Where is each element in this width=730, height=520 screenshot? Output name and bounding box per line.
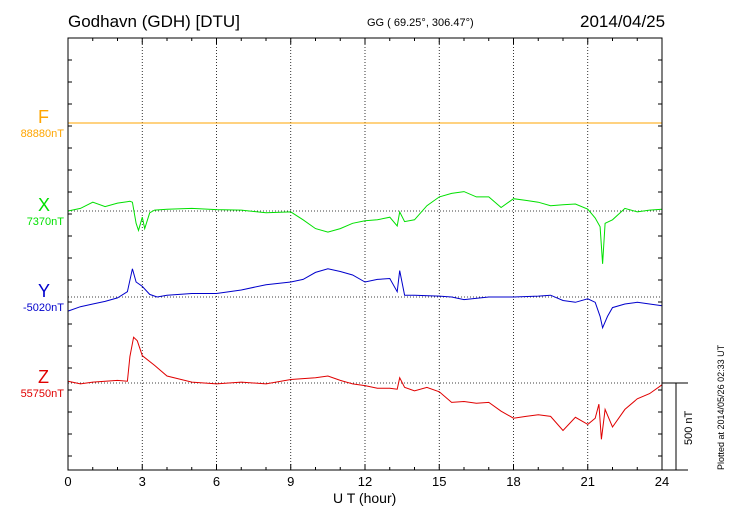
- station-coordinates: GG ( 69.25°, 306.47°): [367, 17, 474, 29]
- date-title: 2014/04/25: [580, 12, 666, 31]
- series-line-x: [67, 191, 663, 264]
- x-tick-label: 24: [655, 474, 669, 489]
- series-baseline-f: 88880nT: [20, 128, 64, 140]
- series-layer: [67, 122, 663, 440]
- axis-layer: 0 3 6 9 12 15 18 21 24: [64, 37, 688, 489]
- plotted-timestamp: Plotted at 2014/05/26 02:33 UT: [716, 344, 726, 470]
- series-baseline-y: -5020nT: [23, 302, 64, 314]
- scale-bar-label: 500 nT: [683, 410, 695, 445]
- series-name-x: X: [38, 195, 51, 215]
- series-line-y: [67, 268, 663, 330]
- series-baseline-z: 55750nT: [20, 388, 64, 400]
- series-line-z: [67, 336, 663, 440]
- x-tick-label: 15: [432, 474, 446, 489]
- x-tick-label: 0: [64, 474, 71, 489]
- x-tick-label: 18: [506, 474, 520, 489]
- station-title: Godhavn (GDH) [DTU]: [68, 12, 240, 31]
- x-tick-label: 6: [213, 474, 220, 489]
- x-axis-label: U T (hour): [333, 490, 397, 506]
- x-tick-label: 12: [358, 474, 372, 489]
- series-name-y: Y: [38, 281, 51, 301]
- x-tick-label: 9: [287, 474, 294, 489]
- series-name-f: F: [38, 107, 49, 127]
- x-tick-label: 21: [581, 474, 595, 489]
- series-name-z: Z: [38, 367, 49, 387]
- x-tick-label: 3: [139, 474, 146, 489]
- grid-layer: [141, 38, 589, 470]
- series-baseline-x: 7370nT: [26, 216, 64, 228]
